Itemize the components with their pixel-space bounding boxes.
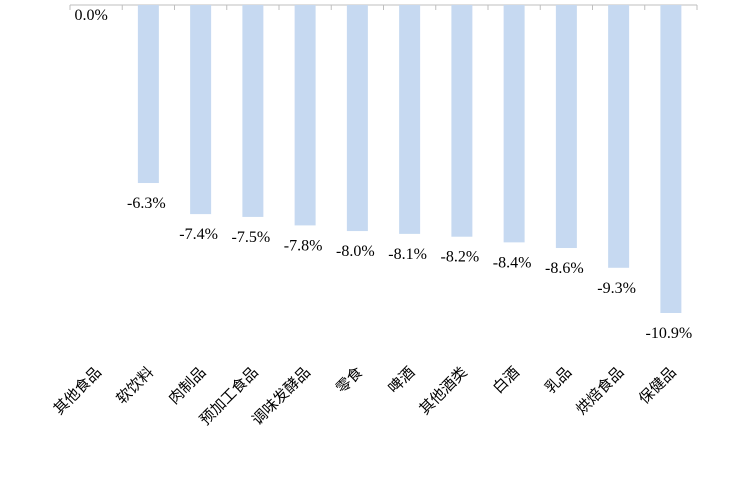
- data-label: -9.3%: [597, 280, 636, 297]
- bar: [451, 5, 473, 237]
- data-label: -7.5%: [232, 229, 271, 246]
- bar-series: [137, 5, 682, 313]
- category-label: 啤酒: [385, 363, 419, 397]
- category-label: 肉制品: [165, 363, 210, 408]
- bar: [294, 5, 316, 226]
- bar: [242, 5, 264, 217]
- data-label: 0.0%: [74, 7, 107, 24]
- bar: [660, 5, 682, 313]
- data-label: -8.0%: [336, 243, 375, 260]
- category-label: 其他食品: [50, 363, 105, 418]
- bar: [190, 5, 212, 215]
- bar: [608, 5, 630, 268]
- category-label: 零食: [332, 363, 366, 397]
- data-label: -6.3%: [127, 195, 166, 212]
- bar: [555, 5, 577, 249]
- bar: [137, 5, 159, 184]
- data-label: -10.9%: [646, 325, 693, 342]
- category-label: 其他酒类: [416, 363, 471, 418]
- category-label: 软饮料: [113, 363, 158, 408]
- category-label: 烘焙食品: [572, 363, 627, 418]
- data-label: -8.4%: [493, 254, 532, 271]
- x-axis: [69, 4, 698, 10]
- category-label: 乳品: [541, 363, 575, 397]
- bar: [503, 5, 525, 243]
- data-label: -7.8%: [284, 237, 323, 254]
- category-label: 保健品: [635, 363, 680, 408]
- bar: [346, 5, 368, 232]
- bar: [399, 5, 421, 234]
- data-label: -8.2%: [441, 249, 480, 266]
- data-label: -7.4%: [179, 226, 218, 243]
- data-label: -8.6%: [545, 260, 584, 277]
- category-label: 白酒: [489, 363, 523, 397]
- data-label: -8.1%: [388, 246, 427, 263]
- data-labels: 0.0%-6.3%-7.4% -7.5% -7.8% -8.0% -8.1% -8.2% -…: [74, 7, 692, 342]
